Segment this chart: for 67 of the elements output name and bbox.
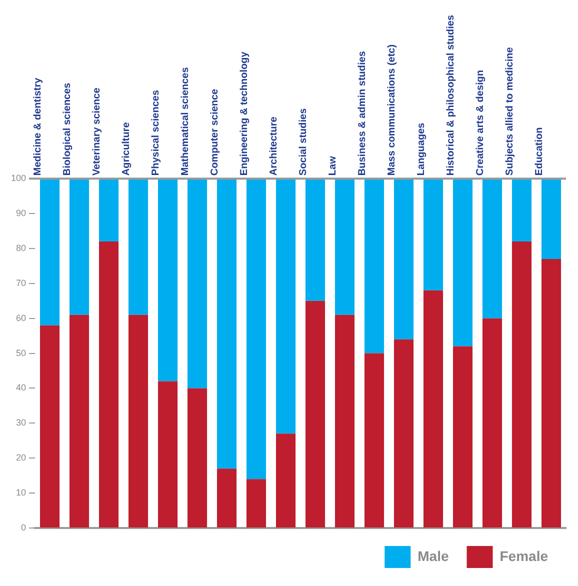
bar — [334, 314, 355, 528]
bar — [512, 178, 532, 242]
bar — [394, 339, 414, 528]
bar — [305, 178, 326, 301]
y-tick-label: 50 — [16, 348, 26, 358]
x-tick-label: Creative arts & design — [475, 70, 486, 176]
x-tick-label: Architecture — [268, 116, 280, 176]
bar — [158, 381, 178, 528]
bar — [187, 178, 208, 388]
bar — [128, 178, 148, 315]
bar — [128, 314, 148, 528]
bar — [423, 178, 444, 290]
bar — [158, 178, 178, 382]
bar — [98, 241, 119, 528]
x-tick-label: Business & admin studies — [357, 50, 368, 176]
bar — [276, 434, 296, 528]
x-tick-label: Biological sciences — [62, 82, 74, 176]
bar — [305, 300, 326, 528]
bar — [98, 178, 119, 242]
bar — [482, 178, 502, 318]
bar — [364, 353, 384, 528]
x-tick-label: Veterinary science — [92, 87, 103, 176]
bar — [216, 178, 237, 469]
x-tick-label: Engineering & technology — [239, 51, 250, 176]
x-tick-label: Law — [328, 156, 339, 176]
x-tick-label: Subjects allied to medicine — [504, 46, 516, 176]
x-tick-label: Agriculture — [121, 122, 132, 176]
bar — [69, 314, 90, 528]
bar — [452, 178, 473, 346]
y-tick-label: 20 — [16, 452, 26, 463]
bar — [276, 178, 296, 434]
y-tick-label: 80 — [16, 242, 26, 253]
x-tick-label: Mass communications (etc) — [386, 44, 398, 176]
x-tick-label: Computer science — [210, 88, 221, 176]
bar — [452, 346, 473, 528]
y-tick-label: 70 — [16, 278, 26, 288]
bar — [216, 468, 237, 528]
bar — [246, 479, 266, 528]
bar — [423, 290, 444, 528]
bar — [40, 178, 60, 326]
y-tick-label: 10 — [16, 488, 26, 498]
bar — [512, 241, 532, 528]
bar — [334, 178, 355, 315]
x-tick-label: Mathematical sciences — [180, 66, 192, 176]
y-tick-label: 30 — [16, 418, 26, 428]
bar — [364, 178, 384, 354]
y-tick-label: 0 — [21, 522, 26, 532]
bar — [541, 258, 562, 528]
bar — [40, 325, 60, 528]
bar — [69, 178, 90, 315]
bar — [482, 318, 502, 528]
x-tick-label: Physical sciences — [150, 90, 162, 176]
bar — [541, 178, 562, 259]
y-tick-label: 90 — [16, 208, 26, 218]
x-tick-label: Languages — [416, 122, 428, 176]
x-tick-label: Medicine & dentistry — [32, 77, 44, 176]
legend-label: Male — [418, 548, 449, 564]
x-tick-label: Education — [534, 127, 545, 176]
bar — [246, 178, 266, 480]
x-tick-label: Historical & philosophical studies — [446, 14, 457, 176]
y-tick-label: 60 — [16, 312, 26, 323]
bar — [187, 388, 208, 528]
x-tick-label: Social studies — [298, 108, 310, 176]
legend-label: Female — [500, 548, 548, 564]
y-tick-label: 100 — [10, 173, 26, 184]
y-tick-label: 40 — [16, 382, 26, 393]
bar — [394, 178, 414, 340]
